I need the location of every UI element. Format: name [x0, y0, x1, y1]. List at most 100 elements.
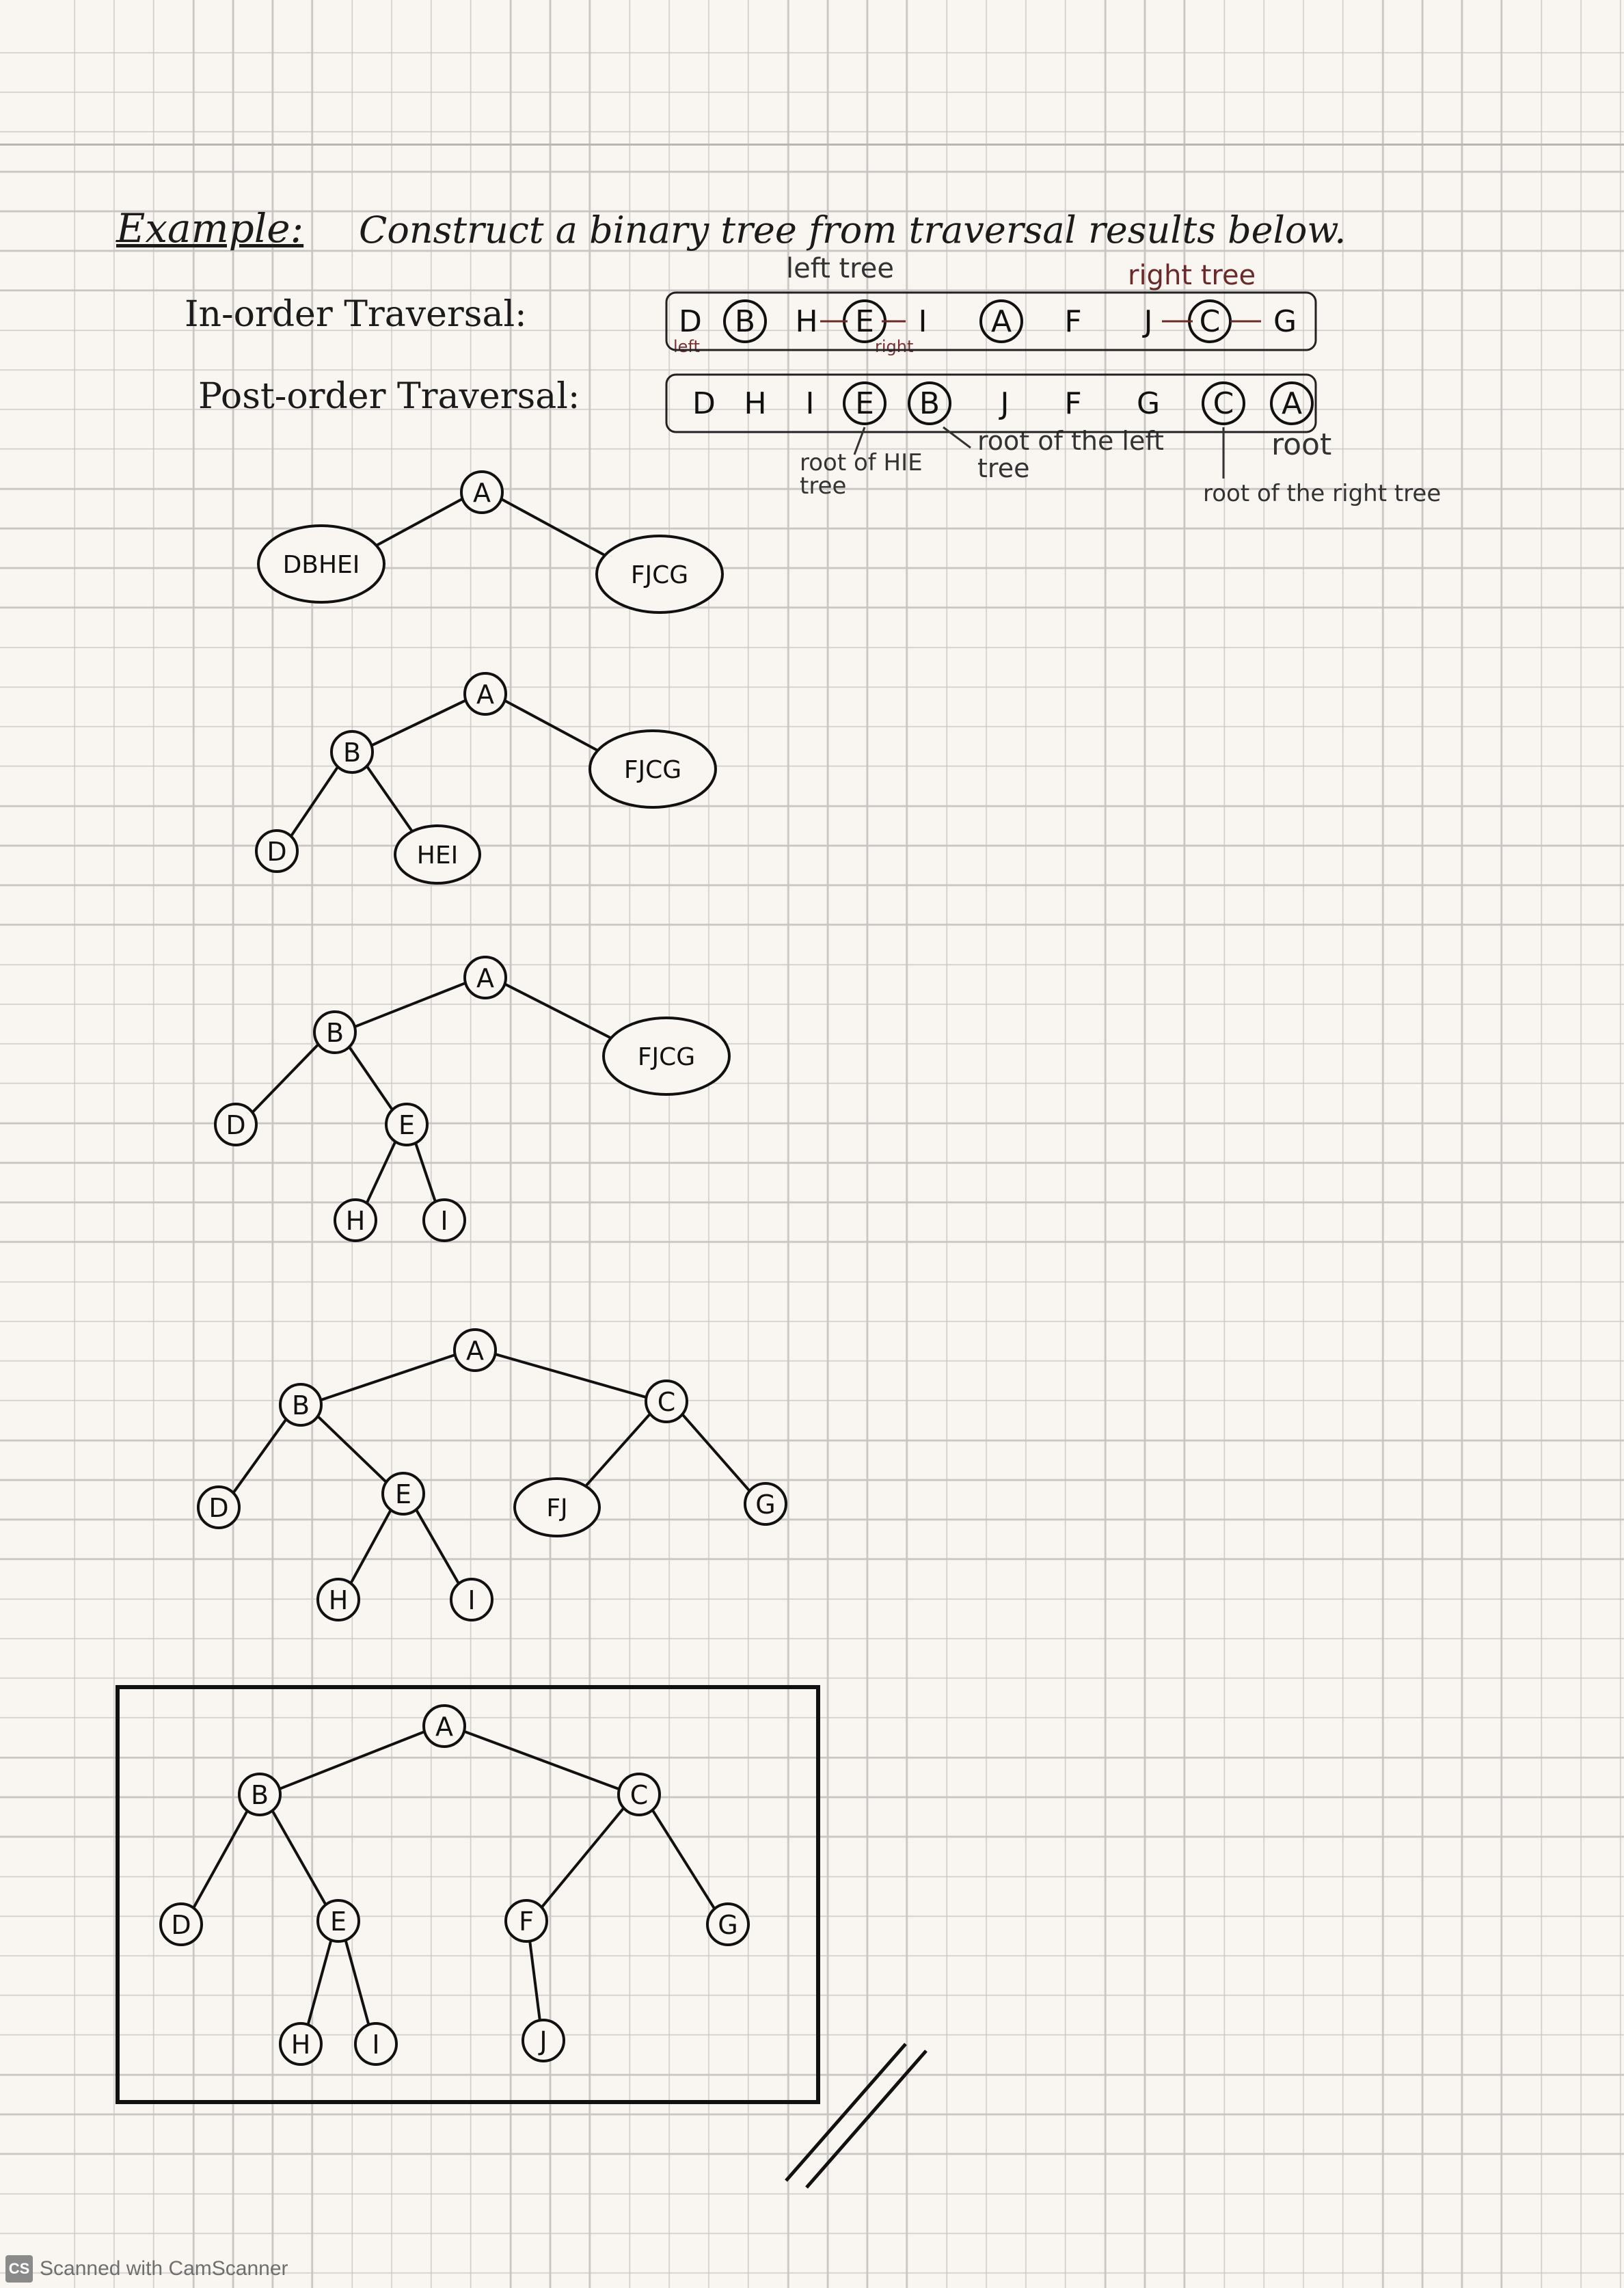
traversal-sequences: D B H E I A F J C GD H I E B J F G C A: [665, 291, 1317, 479]
svg-text:A: A: [476, 963, 494, 993]
svg-text:C: C: [630, 1780, 649, 1810]
tree-node-H: H: [334, 1198, 377, 1242]
postorder-bracket: [665, 373, 1317, 433]
postorder-letter: I: [806, 386, 815, 421]
svg-text:B: B: [326, 1018, 344, 1048]
svg-text:D: D: [226, 1110, 245, 1140]
svg-text:D: D: [171, 1910, 191, 1940]
tree-step-2: A B FJCG D HEI: [255, 672, 717, 885]
svg-text:A: A: [466, 1336, 484, 1366]
example-label: Example:: [116, 205, 304, 252]
tree-node-A: A: [422, 1704, 466, 1748]
tree-edge-C-FJ: [583, 1411, 653, 1489]
svg-text:B: B: [251, 1780, 269, 1810]
tree-node-D: D: [197, 1485, 241, 1529]
tree-node-HEI: HEI: [394, 824, 481, 885]
tree-edge-A-FJCG: [503, 699, 599, 752]
tree-node-D: D: [255, 829, 299, 873]
tree-edge-C-G: [649, 1806, 718, 1913]
tree-step-4: A B C D E FJ G H I: [197, 1328, 787, 1621]
tree-node-E: E: [385, 1103, 429, 1146]
left-tree-label: left tree: [786, 253, 894, 284]
tree-node-A: A: [463, 956, 507, 999]
tree-edge-A-B: [319, 1353, 457, 1402]
inorder-circle-B: [723, 299, 767, 343]
tree-step-5: A B C D E F G H I J: [116, 1685, 820, 2104]
tree-edge-E-I: [413, 1505, 462, 1588]
tree-edge-B-HEI: [364, 763, 414, 833]
scanner-footer: CS Scanned with CamScanner: [5, 2255, 288, 2283]
svg-text:G: G: [755, 1490, 775, 1520]
svg-text:A: A: [435, 1712, 453, 1742]
final-tree-frame: [116, 1685, 820, 2104]
scanner-footer-text: Scanned with CamScanner: [40, 2257, 288, 2280]
tree-node-H: H: [316, 1578, 360, 1621]
svg-text:C: C: [658, 1387, 676, 1417]
tree-edge-A-FJCG: [503, 982, 612, 1040]
tree-edge-B-D: [288, 763, 341, 840]
postorder-label: Post-order Traversal:: [198, 376, 580, 417]
svg-text:FJCG: FJCG: [631, 561, 688, 589]
tree-edge-B-E: [269, 1807, 329, 1909]
postorder-letter: H: [744, 386, 766, 421]
right-tree-label: right tree: [1128, 260, 1256, 291]
tree-node-A: A: [460, 470, 504, 514]
tree-edge-C-F: [539, 1805, 627, 1911]
inorder-letter: B: [735, 304, 755, 339]
tree-node-A: A: [463, 672, 507, 716]
inorder-circle-A: [979, 299, 1023, 343]
postorder-letter: F: [1064, 386, 1081, 421]
svg-text:I: I: [468, 1585, 475, 1615]
inorder-bracket: [665, 291, 1317, 351]
postorder-pointer: [943, 426, 971, 449]
postorder-letter: E: [855, 386, 874, 421]
svg-text:FJCG: FJCG: [638, 1043, 695, 1071]
tree-step-1: A DBHEI FJCG: [257, 470, 724, 614]
tree-edge-A-C: [463, 1730, 621, 1791]
tree-edge-B-E: [315, 1414, 389, 1485]
notebook-header-line: [0, 144, 1624, 146]
tree-step-3: A B FJCG D E H I: [214, 956, 731, 1242]
svg-text:D: D: [267, 837, 286, 867]
camscanner-logo-icon: CS: [5, 2255, 33, 2283]
svg-text:H: H: [291, 2030, 311, 2060]
tree-node-G: G: [706, 1902, 750, 1946]
tree-edge-A-B: [278, 1730, 426, 1791]
svg-text:A: A: [476, 679, 494, 710]
svg-text:FJCG: FJCG: [624, 756, 681, 784]
tree-edge-B-D: [230, 1416, 289, 1496]
tree-edge-A-C: [494, 1352, 647, 1399]
end-mark: [785, 2043, 928, 2189]
svg-text:I: I: [440, 1206, 448, 1236]
tree-steps: A DBHEI FJCG A B FJCG D HEI A B FJCG D E H I A B C D E F J G H I…: [116, 470, 820, 2104]
tree-node-I: I: [422, 1198, 466, 1242]
tree-edge-E-H: [347, 1506, 394, 1587]
tree-edge-E-H: [305, 1935, 334, 2030]
tree-node-E: E: [381, 1472, 425, 1516]
inorder-letter: D: [679, 304, 702, 339]
svg-text:E: E: [330, 1907, 347, 1937]
postorder-letter: G: [1137, 386, 1160, 421]
tree-node-D: D: [214, 1103, 258, 1146]
tree-node-F: F: [504, 1899, 548, 1943]
svg-text:D: D: [208, 1493, 228, 1523]
tree-edge-B-D: [249, 1041, 321, 1116]
svg-text:E: E: [395, 1479, 411, 1509]
tree-edge-A-B: [370, 699, 468, 747]
tree-node-H: H: [279, 2022, 323, 2066]
postorder-circle-E: [843, 381, 887, 425]
tree-edge-F-J: [528, 1936, 542, 2025]
postorder-letter: A: [1282, 386, 1302, 421]
inorder-letter: I: [919, 304, 928, 339]
svg-text:J: J: [538, 2026, 547, 2056]
tree-node-B: B: [238, 1773, 282, 1816]
svg-text:HEI: HEI: [417, 842, 458, 870]
inorder-label: In-order Traversal:: [185, 294, 527, 335]
tree-node-DBHEI: DBHEI: [257, 524, 385, 604]
postorder-letter: C: [1213, 386, 1234, 421]
inorder-letter: J: [1142, 304, 1153, 339]
svg-text:B: B: [292, 1390, 310, 1421]
tree-node-B: B: [313, 1010, 357, 1054]
tree-edge-A-DBHEI: [375, 497, 464, 547]
postorder-circle-A: [1270, 381, 1314, 425]
